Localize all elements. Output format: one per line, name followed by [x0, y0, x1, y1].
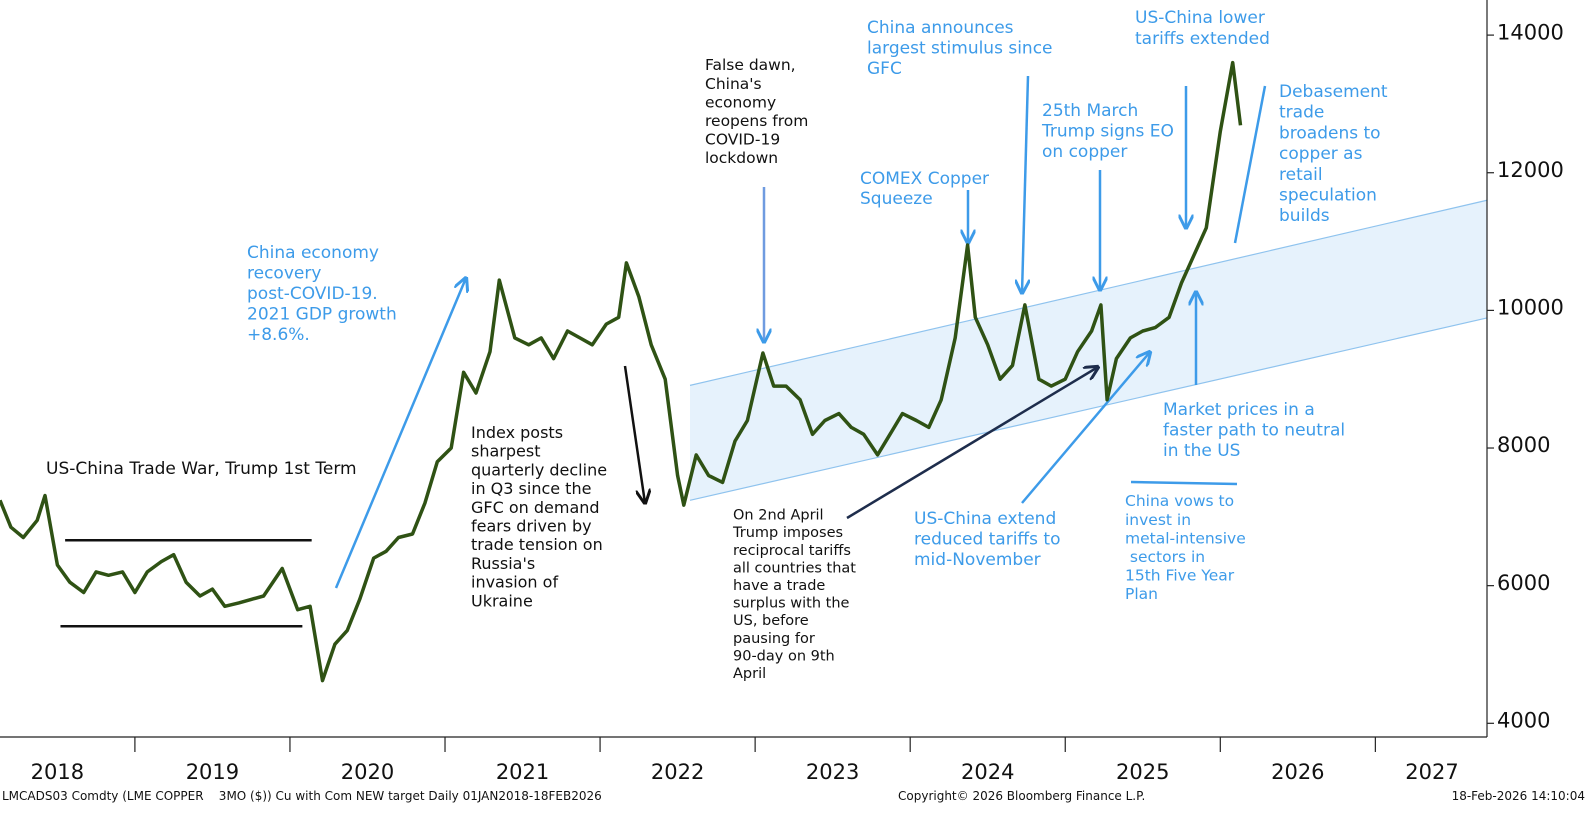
annotation: US-China lower	[1135, 8, 1265, 28]
annotation: largest stimulus since	[867, 39, 1053, 59]
footer-copyright: Copyright© 2026 Bloomberg Finance L.P.	[898, 789, 1145, 803]
annotation: sharpest	[471, 442, 540, 461]
annotation: Ukraine	[471, 591, 533, 610]
annotation: tariffs extended	[1135, 29, 1270, 49]
x-tick-label: 2019	[186, 760, 239, 784]
y-tick-label: 10000	[1497, 296, 1564, 320]
annotation: China economy	[247, 243, 379, 263]
annotation: US, before	[733, 613, 809, 629]
footer-timestamp: 18-Feb-2026 14:10:04	[1452, 789, 1585, 803]
x-tick-label: 2026	[1271, 760, 1324, 784]
annotation: trade tension on	[471, 535, 603, 554]
annotation: pausing for	[733, 631, 815, 647]
annotation: April	[733, 666, 766, 682]
annotation: China vows to	[1125, 492, 1234, 510]
annotation: Market prices in a	[1163, 400, 1315, 420]
annotation: invest in	[1125, 511, 1191, 529]
annotation: COVID-19	[705, 131, 780, 149]
annotation: 90-day on 9th	[733, 648, 835, 664]
annotation: +8.6%.	[247, 325, 310, 345]
x-tick-label: 2022	[651, 760, 704, 784]
channel-band	[690, 200, 1487, 501]
annotation: Russia's	[471, 554, 535, 573]
y-tick-label: 4000	[1497, 709, 1550, 733]
annotation: post-COVID-19.	[247, 284, 378, 304]
annotation: economy	[705, 93, 776, 111]
annotation: On 2nd April	[733, 508, 824, 524]
annotation: quarterly decline	[471, 460, 607, 479]
channel-edge	[689, 317, 1488, 501]
x-tick-label: 2024	[961, 760, 1014, 784]
annotation: trade	[1279, 103, 1324, 123]
footer-source: LMCADS03 Comdty (LME COPPER 3MO ($)) Cu …	[2, 789, 602, 803]
annotation: surplus with the	[733, 596, 850, 612]
annotation: GFC on demand	[471, 498, 600, 517]
channel-edge	[689, 199, 1488, 386]
annotation: copper as	[1279, 144, 1363, 164]
annotation: Squeeze	[860, 189, 933, 209]
annotation: China announces	[867, 18, 1014, 38]
annotation: Plan	[1125, 585, 1158, 603]
y-tick-label: 8000	[1497, 433, 1550, 457]
annotation: Trump signs EO	[1041, 122, 1174, 142]
x-tick-label: 2027	[1405, 760, 1458, 784]
annotation: 25th March	[1042, 101, 1138, 121]
annotation: US-China extend	[914, 509, 1056, 529]
annotation: faster path to neutral	[1163, 421, 1345, 441]
annotation: all countries that	[733, 560, 856, 576]
annotation: metal-intensive	[1125, 529, 1246, 547]
annotation: in Q3 since the	[471, 479, 591, 498]
annotation: retail	[1279, 165, 1323, 185]
annotation: sectors in	[1125, 548, 1205, 566]
annotation: mid-November	[914, 550, 1041, 570]
annotation: broadens to	[1279, 123, 1381, 143]
annotation: lockdown	[705, 149, 778, 167]
annotation: builds	[1279, 206, 1330, 226]
price-line	[0, 60, 1243, 683]
annotation: in the US	[1163, 441, 1240, 461]
y-tick-label: 6000	[1497, 571, 1550, 595]
x-tick-label: 2023	[806, 760, 859, 784]
annotation: on copper	[1042, 142, 1127, 162]
annotation: 15th Five Year	[1125, 567, 1235, 585]
annotation: GFC	[867, 59, 902, 79]
arrow	[846, 367, 1098, 520]
arrow	[1022, 75, 1028, 293]
annotation: Debasement	[1279, 82, 1388, 102]
annotation: speculation	[1279, 186, 1377, 206]
x-tick-label: 2020	[341, 760, 394, 784]
annotation: Trump imposes	[732, 525, 843, 541]
annotation: fears driven by	[471, 517, 592, 536]
annotation: reduced tariffs to	[914, 530, 1060, 550]
arrow	[1021, 352, 1150, 504]
annotation: have a trade	[733, 578, 825, 594]
arrow	[623, 365, 645, 503]
y-tick-label: 14000	[1497, 20, 1564, 44]
annotation: recovery	[247, 264, 321, 284]
arrow	[334, 278, 466, 589]
x-tick-label: 2018	[31, 760, 84, 784]
annotation: 2021 GDP growth	[247, 305, 397, 325]
annotation: invasion of	[471, 573, 558, 592]
annotation: False dawn,	[705, 56, 796, 74]
annotation: reopens from	[705, 112, 808, 130]
x-tick-label: 2025	[1116, 760, 1169, 784]
annotation: US-China Trade War, Trump 1st Term	[46, 459, 357, 479]
x-tick-label: 2021	[496, 760, 549, 784]
annotation: reciprocal tariffs	[733, 543, 851, 559]
arrow-line	[1130, 480, 1238, 486]
annotation: China's	[705, 75, 762, 93]
annotation: Index posts	[471, 423, 563, 442]
annotation: COMEX Copper	[860, 169, 989, 189]
y-tick-label: 12000	[1497, 158, 1564, 182]
arrows	[334, 75, 1267, 589]
arrow-line	[1233, 85, 1267, 244]
